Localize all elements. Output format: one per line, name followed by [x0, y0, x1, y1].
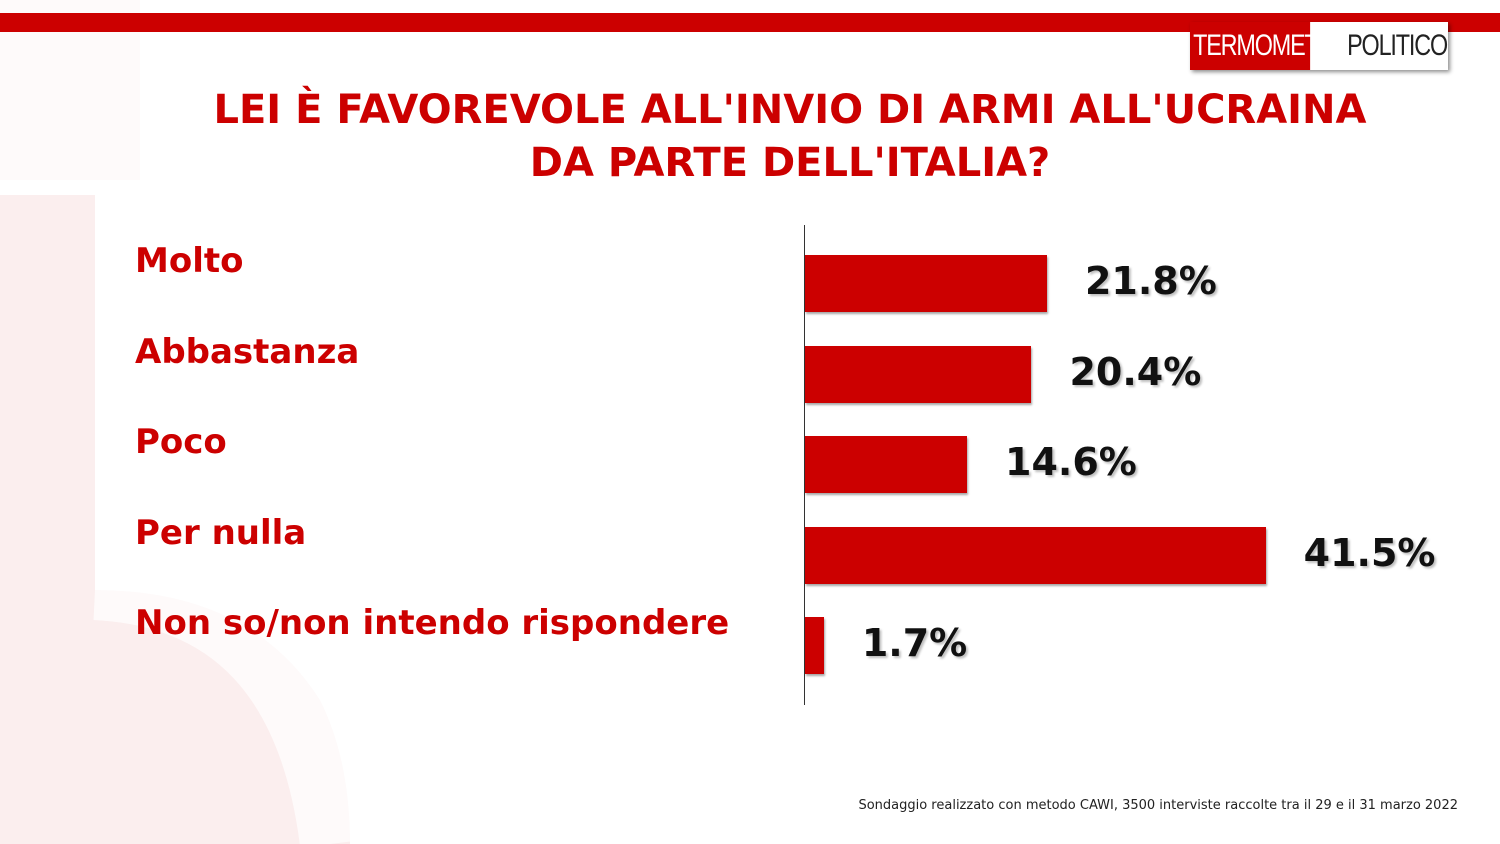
termometro-politico-logo: TERMOMETRO POLITICO	[1190, 22, 1448, 70]
value-label: 20.4%	[1069, 349, 1202, 394]
value-label: 1.7%	[861, 621, 968, 665]
category-label: Per nulla	[135, 512, 307, 553]
title-line-1: LEI È FAVOREVOLE ALL'INVIO DI ARMI ALL'U…	[213, 87, 1367, 133]
chart-title: LEI È FAVOREVOLE ALL'INVIO DI ARMI ALL'U…	[140, 84, 1440, 190]
category-label: Abbastanza	[135, 331, 360, 372]
value-label: 41.5%	[1303, 530, 1436, 575]
bar	[805, 436, 968, 493]
bar	[805, 255, 1047, 312]
bar	[805, 526, 1266, 584]
survey-footnote: Sondaggio realizzato con metodo CAWI, 35…	[858, 798, 1458, 813]
logo-part2: POLITICO	[1344, 22, 1448, 70]
logo-part1: TERMOMETRO	[1190, 22, 1352, 70]
category-label: Poco	[135, 422, 227, 462]
value-label: 21.8%	[1084, 259, 1217, 303]
top-accent-bar	[0, 13, 1500, 32]
bar	[805, 617, 824, 674]
bar-axis-line	[804, 225, 805, 705]
title-line-2: DA PARTE DELL'ITALIA?	[529, 140, 1051, 186]
category-label: Non so/non intendo rispondere	[135, 603, 730, 643]
bar	[805, 345, 1032, 403]
category-label: Molto	[135, 241, 244, 281]
value-label: 14.6%	[1005, 440, 1137, 484]
